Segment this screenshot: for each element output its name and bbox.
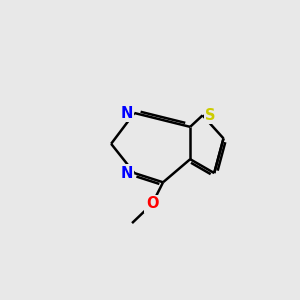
Text: S: S (205, 108, 216, 123)
Text: N: N (120, 106, 133, 121)
Text: N: N (120, 166, 133, 181)
Text: O: O (146, 196, 158, 211)
